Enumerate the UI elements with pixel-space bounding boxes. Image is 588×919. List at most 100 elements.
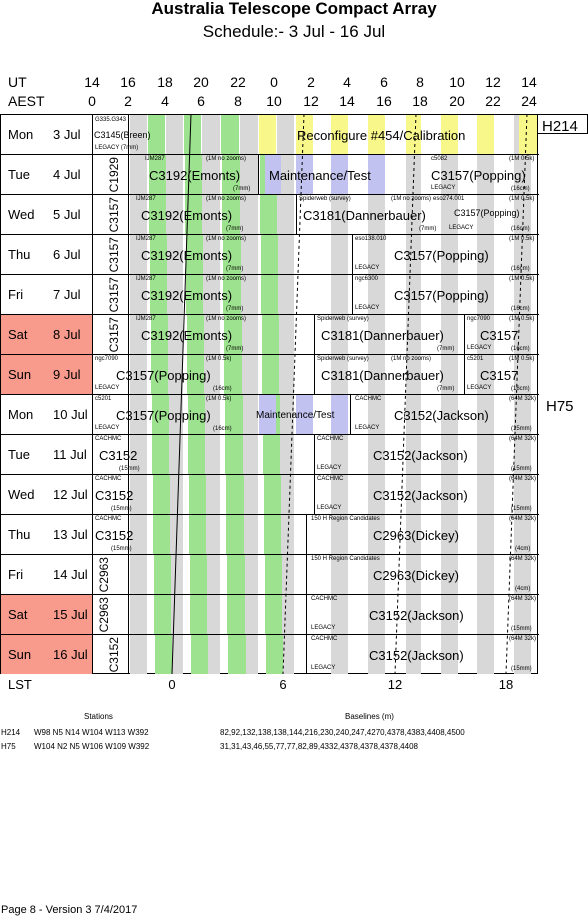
observation-note: (7mm) — [233, 186, 251, 192]
observation-note: (15mm) — [511, 506, 532, 512]
schedule-row: Fri 7 Jul C3157 C3192(Emonts) IJM287 (1M no z… — [1, 275, 539, 315]
observation-note: LEGACY — [467, 385, 492, 391]
observation-note: (4cm) — [515, 586, 531, 592]
green-stripe — [189, 475, 206, 514]
green-stripe — [265, 595, 282, 634]
grey-stripe — [441, 475, 458, 514]
grey-stripe — [441, 635, 458, 674]
grey-stripe — [277, 315, 294, 354]
day-date: 7 Jul — [53, 287, 81, 302]
day-name: Mon — [8, 407, 34, 422]
day-name: Sun — [8, 647, 32, 662]
schedule-row: Sun 16 Jul C3152 C3152(Jackson) CACHMC (64M 3… — [1, 635, 539, 675]
grey-stripe — [477, 635, 494, 674]
observation-note: (1M 0.5k) — [206, 356, 232, 362]
observation-note: LEGACY — [95, 425, 120, 431]
grey-stripe — [277, 355, 294, 394]
grey-stripe — [331, 235, 348, 274]
schedule-row: Tue 11 Jul C3152 CACHMC (15mm) C3152(Jackson)… — [1, 435, 539, 475]
maintenance-stripe — [331, 395, 348, 434]
observation-note: (1M no zooms) — [206, 156, 247, 162]
grey-stripe — [130, 595, 147, 634]
grey-stripe — [130, 555, 147, 594]
observation-note: (7mm) — [226, 226, 244, 232]
observation-note: Spiderweb (survey) — [317, 356, 369, 362]
observation-note: ngc7090 — [95, 356, 119, 362]
green-stripe — [155, 635, 172, 674]
day-label-cell: Thu 6 Jul — [1, 235, 93, 274]
schedule-row: Fri 14 Jul C2963 C2963(Dickey) 150 H Region … — [1, 555, 539, 595]
green-stripe — [227, 595, 245, 634]
green-stripe — [151, 355, 168, 394]
observation-note: CACHMC — [95, 476, 122, 482]
project-label: C3157(Popping) — [394, 288, 489, 303]
day-date: 8 Jul — [53, 327, 81, 342]
green-stripe — [226, 515, 244, 554]
day-name: Sat — [8, 327, 28, 342]
observation-note: (1M 0.5k) — [509, 276, 535, 282]
day-label-cell: Tue 4 Jul — [1, 155, 93, 194]
observation-note: (64M 32k) — [509, 436, 537, 442]
project-label: C2963 — [97, 557, 111, 593]
config-label-h214: H214 — [542, 118, 578, 135]
ut-tick: 18 — [157, 74, 173, 90]
project-label: C3152 — [95, 488, 134, 503]
day-name: Thu — [8, 527, 31, 542]
grey-stripe — [331, 595, 348, 634]
project-label: C3181(Dannerbauer) — [303, 208, 426, 223]
project-label: C3192(Emonts) — [141, 328, 233, 343]
day-date: 13 Jul — [53, 527, 88, 542]
aest-tick: 14 — [339, 93, 355, 109]
observation-note: (7mm) — [437, 346, 455, 352]
grey-stripe — [130, 315, 147, 354]
grey-stripe — [240, 115, 258, 154]
project-label: C3157 — [480, 368, 519, 383]
aest-tick: 22 — [485, 93, 501, 109]
project-label: C3152 — [99, 448, 138, 463]
grey-stripe — [477, 435, 494, 474]
observation-note: LEGACY — [449, 225, 474, 231]
day-name: Fri — [8, 287, 24, 302]
grey-stripe — [130, 475, 147, 514]
grey-stripe — [368, 555, 385, 594]
observation-note: (15mm) — [111, 506, 132, 512]
observation-note: (16cm) — [213, 426, 232, 432]
day-name: Wed — [8, 207, 35, 222]
grey-stripe — [477, 275, 494, 314]
footer-config-h75: H75 — [1, 742, 16, 751]
observation-note: (1M no zooms) — [391, 356, 432, 362]
ut-tick: 10 — [449, 74, 465, 90]
green-stripe — [150, 235, 167, 274]
project-label: C3157(Popping) — [454, 208, 520, 218]
schedule-row: Wed 12 Jul C3152 CACHMC (15mm) C3152(Jackson)… — [1, 475, 539, 515]
day-date: 5 Jul — [53, 207, 81, 222]
ut-tick: 20 — [193, 74, 209, 90]
observation-note: (1M 0.5k) — [509, 156, 535, 162]
grey-stripe — [202, 195, 220, 234]
observation-note: LEGACY — [431, 185, 456, 191]
observation-note: CACHMC — [317, 476, 344, 482]
observation-note: 150 H Region Candidates — [311, 516, 380, 522]
project-label: C3157 — [107, 237, 121, 273]
aest-tick: 16 — [376, 93, 392, 109]
observation-note: (16cm) — [511, 386, 530, 392]
grey-stripe — [240, 435, 258, 474]
aest-tick: 0 — [88, 93, 96, 109]
grey-stripe — [368, 355, 385, 394]
grey-stripe — [368, 275, 385, 314]
green-stripe — [153, 515, 170, 554]
aest-tick: 18 — [412, 93, 428, 109]
grey-stripe — [368, 515, 385, 554]
project-label: C2963 — [97, 597, 111, 633]
grey-stripe — [477, 155, 494, 194]
project-label: C3157 — [480, 328, 519, 343]
grey-stripe — [240, 155, 258, 194]
footer-baselines-h214: 82,92,132,138,138,144,216,230,240,247,42… — [220, 728, 465, 737]
grey-stripe — [130, 395, 147, 434]
project-label: C3192(Emonts) — [149, 168, 241, 183]
day-label-cell: Thu 13 Jul — [1, 515, 93, 554]
green-stripe — [228, 635, 246, 674]
green-stripe — [265, 555, 282, 594]
green-stripe — [188, 395, 205, 434]
grey-stripe — [441, 435, 458, 474]
